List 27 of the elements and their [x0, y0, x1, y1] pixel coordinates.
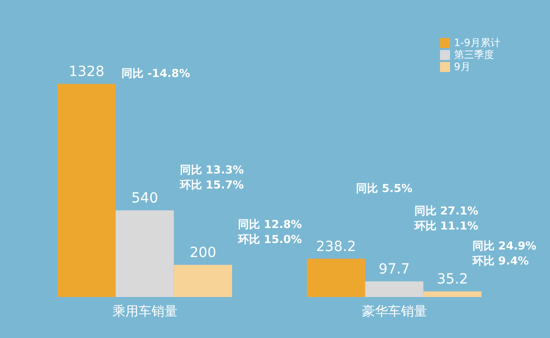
annotation: 同比 12.8% [238, 218, 302, 231]
x-tick-label: 乘用车销量 [112, 304, 178, 320]
bar [174, 264, 232, 297]
annotation: 环比 15.0% [236, 232, 302, 246]
legend-label: 第三季度 [454, 49, 494, 61]
annotation: 环比 9.4% [471, 254, 529, 268]
data-label: 1328 [68, 64, 104, 80]
annotation: 环比 11.1% [413, 219, 478, 232]
data-label: 35.2 [436, 271, 468, 288]
bar [423, 291, 482, 297]
legend-label: 1-9月累计 [454, 37, 500, 49]
annotation: 同比 5.5% [356, 182, 412, 195]
bar [57, 84, 116, 297]
data-label: 540 [131, 190, 158, 206]
text: 同比 -14.8% [122, 66, 190, 80]
annotation: 环比 15.7% [178, 178, 244, 192]
annotation: 同比 24.9% [472, 239, 536, 252]
data-label: 200 [190, 244, 216, 261]
annotation: 同比 13.3% [180, 163, 244, 176]
legend-label: 9月 [454, 62, 470, 73]
x-tick-label: 豪华车销量 [362, 304, 427, 320]
data-label: 238.2 [316, 238, 356, 255]
annotation: 同比 27.1% [414, 204, 478, 218]
bar [365, 281, 424, 297]
bar [116, 210, 174, 297]
data-label: 97.7 [378, 261, 410, 278]
bar [306, 258, 366, 297]
